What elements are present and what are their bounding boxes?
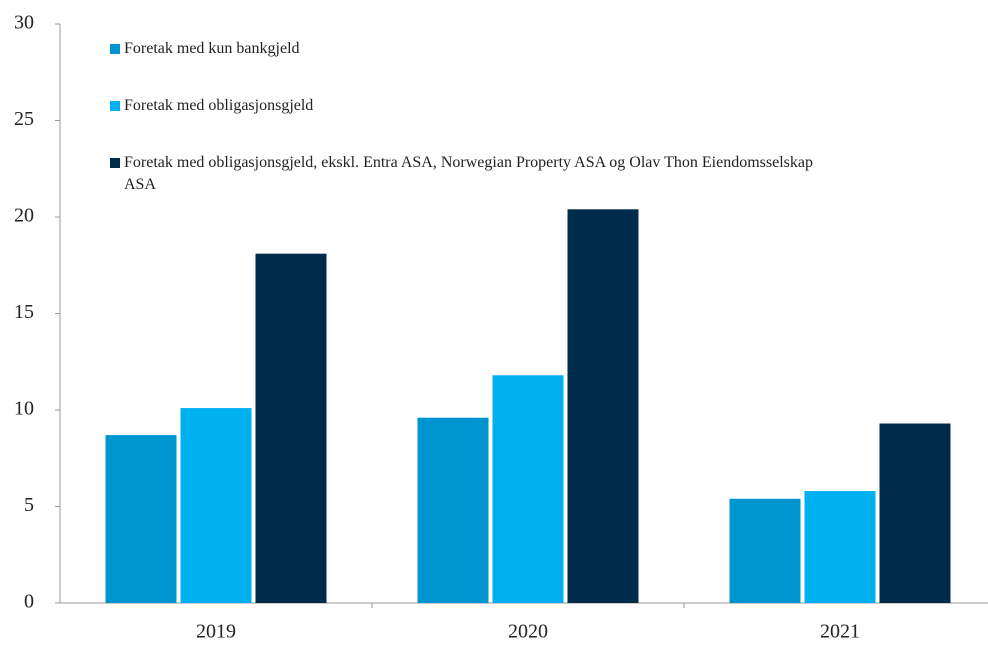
x-tick-label: 2021 <box>820 621 860 643</box>
legend-swatch <box>110 101 120 111</box>
legend-item: Foretak med kun bankgjeld <box>110 38 830 60</box>
y-tick-label: 15 <box>14 301 34 323</box>
x-tick-label: 2020 <box>508 621 548 643</box>
y-tick-label: 30 <box>14 12 34 34</box>
bar <box>729 498 801 603</box>
bar <box>105 435 177 603</box>
y-tick-label: 0 <box>24 591 34 613</box>
legend-swatch <box>110 44 120 54</box>
bar <box>492 375 564 603</box>
bar <box>417 417 489 603</box>
y-tick-label: 20 <box>14 205 34 227</box>
legend-label: Foretak med obligasjonsgjeld <box>124 97 314 114</box>
legend-item: Foretak med obligasjonsgjeld <box>110 95 830 117</box>
bar <box>180 408 252 603</box>
legend-label: Foretak med kun bankgjeld <box>124 40 300 57</box>
legend-label: Foretak med obligasjonsgjeld, ekskl. Ent… <box>124 154 813 193</box>
bar <box>567 209 639 603</box>
bar <box>255 253 327 604</box>
legend: Foretak med kun bankgjeld Foretak med obl… <box>110 38 830 231</box>
legend-swatch <box>110 158 120 168</box>
x-tick-label: 2019 <box>196 621 236 643</box>
bar <box>879 423 951 603</box>
y-tick-label: 10 <box>14 398 34 420</box>
bar <box>804 491 876 603</box>
y-tick-label: 25 <box>14 108 34 130</box>
y-tick-label: 5 <box>24 494 34 516</box>
legend-item: Foretak med obligasjonsgjeld, ekskl. Ent… <box>110 152 830 196</box>
